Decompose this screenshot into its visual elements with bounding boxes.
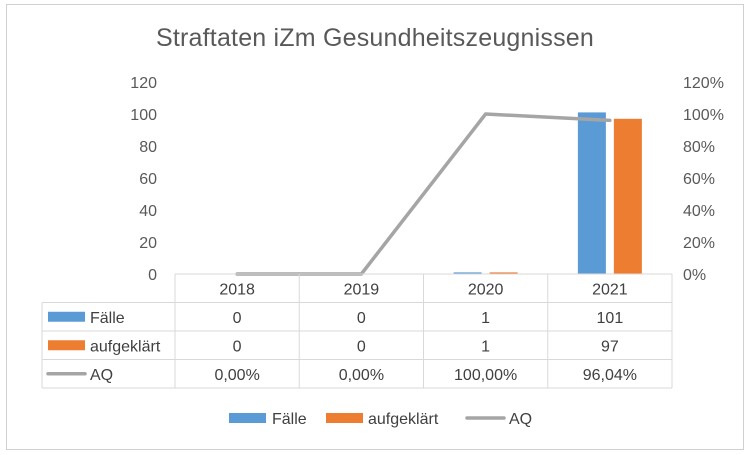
legend-label: Fälle xyxy=(272,411,307,428)
table-cell-value: 0,00% xyxy=(339,367,384,384)
table-series-name: aufgeklärt xyxy=(90,338,161,355)
y-left-tick-label: 0 xyxy=(148,267,157,284)
table-legend-key xyxy=(48,340,85,351)
table-cell-value: 96,04% xyxy=(583,367,637,384)
y-right-tick-label: 100% xyxy=(683,107,724,124)
y-right-tick-label: 40% xyxy=(683,203,715,220)
table-legend-key xyxy=(48,311,85,322)
table-cell-value: 0 xyxy=(357,310,366,327)
legend-label: AQ xyxy=(509,411,532,428)
table-cell-value: 1 xyxy=(481,338,490,355)
x-category-label: 2020 xyxy=(468,281,504,298)
x-category-label: 2021 xyxy=(592,281,628,298)
table-series-name: AQ xyxy=(90,367,113,384)
y-left-tick-label: 40 xyxy=(139,203,157,220)
bar-f-lle xyxy=(577,112,606,275)
y-right-tick-label: 80% xyxy=(683,139,715,156)
table-cell-value: 101 xyxy=(597,310,624,327)
bar-aufgekl-rt xyxy=(613,118,642,274)
table-cell-value: 1 xyxy=(481,310,490,327)
y-left-tick-label: 120 xyxy=(130,75,157,92)
line-aq xyxy=(235,112,612,276)
legend-key xyxy=(229,413,266,423)
table-cell-value: 0 xyxy=(233,310,242,327)
y-right-tick-label: 120% xyxy=(683,75,724,92)
table-cell-value: 0 xyxy=(357,338,366,355)
y-left-tick-label: 60 xyxy=(139,171,157,188)
bar-aufgekl-rt xyxy=(489,272,518,274)
y-left-tick-label: 100 xyxy=(130,107,157,124)
legend-key xyxy=(326,413,363,423)
table-series-name: Fälle xyxy=(90,310,125,327)
table-cell-value: 0 xyxy=(233,338,242,355)
y-right-tick-label: 0% xyxy=(683,267,706,284)
chart-title: Straftaten iZm Gesundheitszeugnissen xyxy=(156,24,594,52)
x-category-label: 2019 xyxy=(344,281,380,298)
x-category-label: 2018 xyxy=(219,281,255,298)
y-right-tick-label: 20% xyxy=(683,235,715,252)
bar-f-lle xyxy=(453,272,482,274)
table-cell-value: 97 xyxy=(601,338,619,355)
y-right-tick-label: 60% xyxy=(683,171,715,188)
y-left-tick-label: 80 xyxy=(139,139,157,156)
y-left-tick-label: 20 xyxy=(139,235,157,252)
table-cell-value: 100,00% xyxy=(454,367,517,384)
table-cell-value: 0,00% xyxy=(214,367,259,384)
legend-label: aufgeklärt xyxy=(368,411,439,428)
